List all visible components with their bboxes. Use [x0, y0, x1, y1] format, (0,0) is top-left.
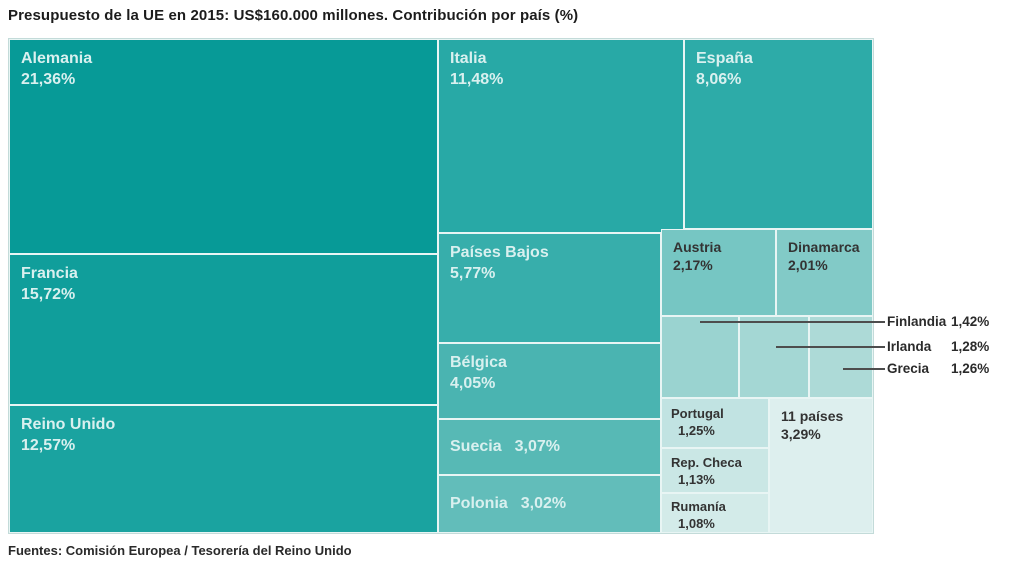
country-name: Portugal [671, 406, 724, 421]
leader-line-grecia [843, 368, 885, 370]
country-value: 1,42% [951, 314, 990, 329]
treemap-tile-austria: Austria 2,17% [661, 229, 776, 316]
country-value: 2,17% [673, 257, 713, 274]
country-name: Francia [21, 265, 78, 282]
treemap-tile-reino-unido: Reino Unido 12,57% [9, 405, 438, 533]
country-value: 15,72% [21, 286, 76, 304]
treemap-tile-polonia: Polonia 3,02% [438, 475, 661, 533]
country-value: 1,26% [951, 361, 990, 376]
treemap-tile-portugal: Portugal 1,25% [661, 398, 769, 448]
treemap-tile-francia: Francia 15,72% [9, 254, 438, 405]
country-value: 1,13% [678, 472, 715, 488]
country-value: 3,02% [520, 495, 567, 513]
treemap-tile-italia: Italia 11,48% [438, 39, 684, 233]
country-name: Alemania [21, 50, 93, 67]
country-name: Italia [450, 50, 487, 67]
country-value: 12,57% [21, 437, 76, 455]
country-name: Suecia [450, 438, 502, 456]
country-value: 1,08% [678, 516, 715, 532]
country-name: Finlandia [887, 314, 947, 329]
country-value: 3,07% [514, 438, 560, 456]
country-value: 11,48% [450, 71, 504, 89]
country-name: Irlanda [887, 339, 932, 354]
country-name: España [696, 50, 753, 67]
country-name: Reino Unido [21, 416, 116, 433]
chart-title: Presupuesto de la UE en 2015: US$160.000… [8, 7, 579, 24]
treemap-tile-espana: España 8,06% [684, 39, 873, 229]
treemap-area: Alemania 21,36% Francia 15,72% Reino Uni… [8, 38, 874, 534]
treemap-tile-suecia: Suecia 3,07% [438, 419, 661, 475]
country-name: Bélgica [450, 354, 507, 371]
callout-finlandia: Finlandia 1,42% [887, 314, 1019, 329]
country-value: 1,25% [678, 423, 715, 439]
leader-line-finlandia [700, 321, 885, 323]
callout-grecia: Grecia 1,26% [887, 361, 1019, 376]
country-value: 8,06% [696, 71, 742, 89]
country-name: Dinamarca [788, 239, 860, 255]
country-value: 4,05% [450, 375, 496, 393]
group-value: 3,29% [781, 426, 821, 443]
source-note: Fuentes: Comisión Europea / Tesorería de… [8, 543, 352, 558]
treemap-tile-finlandia [661, 316, 739, 398]
country-name: Rep. Checa [671, 455, 742, 470]
callout-irlanda: Irlanda 1,28% [887, 339, 1019, 354]
country-value: 1,28% [951, 339, 990, 354]
country-name: Países Bajos [450, 244, 549, 261]
country-name: Polonia [450, 495, 508, 513]
country-value: 2,01% [788, 257, 828, 274]
treemap-tile-irlanda [739, 316, 809, 398]
leader-line-irlanda [776, 346, 885, 348]
group-name: 11 países [781, 408, 844, 424]
treemap-tile-grecia [809, 316, 873, 398]
treemap-tile-paises-bajos: Países Bajos 5,77% [438, 233, 661, 343]
treemap-tile-belgica: Bélgica 4,05% [438, 343, 661, 419]
country-value: 21,36% [21, 71, 76, 89]
treemap-tile-rep-checa: Rep. Checa 1,13% [661, 448, 769, 493]
country-name: Grecia [887, 361, 930, 376]
country-name: Rumanía [671, 499, 726, 514]
treemap-tile-alemania: Alemania 21,36% [9, 39, 438, 254]
treemap-tile-11-paises: 11 países 3,29% [769, 398, 873, 533]
country-value: 5,77% [450, 265, 496, 283]
treemap-tile-rumania: Rumanía 1,08% [661, 493, 769, 533]
treemap-tile-dinamarca: Dinamarca 2,01% [776, 229, 873, 316]
country-name: Austria [673, 239, 722, 255]
